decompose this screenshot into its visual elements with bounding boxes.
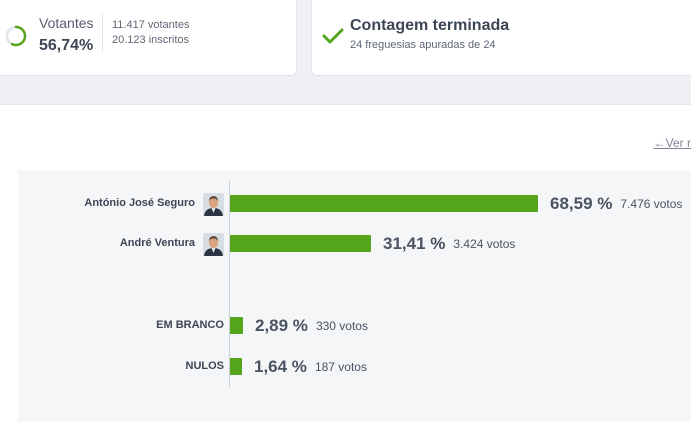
result-label-antonio-jose-seguro: António José Seguro <box>84 197 195 209</box>
turnout-ring-icon <box>5 25 27 47</box>
votantes-percent: 56,74% <box>39 37 94 54</box>
result-bar-antonio-jose-seguro <box>230 195 538 212</box>
back-link[interactable]: ←Ver r <box>654 136 691 150</box>
votantes-card: Votantes 56,74% 11.417 votantes 20.123 i… <box>0 0 297 76</box>
result-percent-nulos: 1,64 % <box>254 357 307 376</box>
result-percent-antonio-jose-seguro: 68,59 % <box>550 194 613 213</box>
result-votes-em-branco: 330 votos <box>315 319 368 333</box>
result-bar-nulos <box>230 358 242 375</box>
candidate-avatar <box>203 193 224 216</box>
votantes-label: Votantes <box>39 15 94 31</box>
contagem-card: Contagem terminada 24 freguesias apurada… <box>311 0 691 76</box>
contagem-subtitle: 24 freguesias apuradas de 24 <box>350 39 496 51</box>
candidate-avatar <box>203 233 224 256</box>
result-percent-em-branco: 2,89 % <box>255 316 308 335</box>
contagem-title: Contagem terminada <box>350 17 510 34</box>
result-votes-antonio-jose-seguro: 7.476 votos <box>620 197 683 211</box>
results-axis <box>229 181 230 387</box>
result-percent-andre-ventura: 31,41 % <box>383 234 446 253</box>
result-label-nulos: NULOS <box>185 360 225 372</box>
checkmark-icon <box>322 28 344 44</box>
result-label-andre-ventura: André Ventura <box>119 237 195 249</box>
result-votes-nulos: 187 votos <box>314 360 367 374</box>
result-votes-andre-ventura: 3.424 votos <box>453 237 516 251</box>
inscritos-count: 20.123 inscritos <box>112 34 190 46</box>
result-bar-andre-ventura <box>230 235 371 252</box>
votantes-count: 11.417 votantes <box>112 19 190 31</box>
arrow-left-icon: ← <box>653 136 666 150</box>
votantes-divider <box>102 13 103 53</box>
result-bar-em-branco <box>230 317 243 334</box>
results-panel <box>18 170 691 422</box>
result-label-em-branco: EM BRANCO <box>156 319 224 331</box>
back-link-label: Ver r <box>665 136 691 150</box>
